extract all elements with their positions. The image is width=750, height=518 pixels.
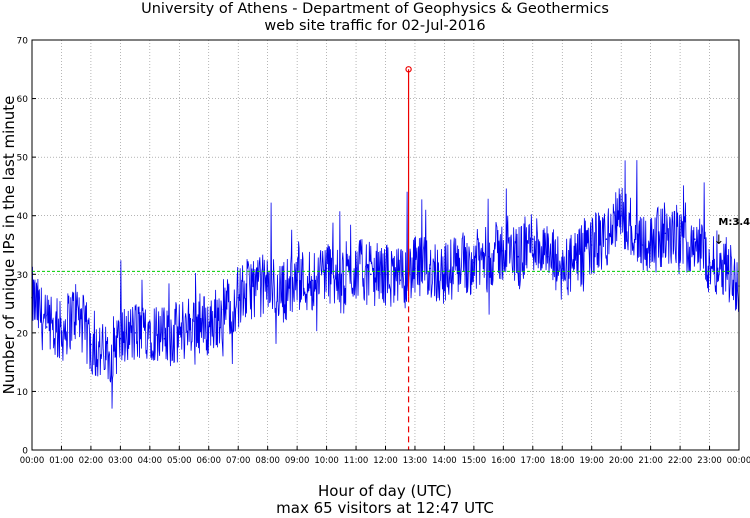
y-tick-label: 60 — [17, 95, 29, 105]
x-tick-label: 00:00 — [727, 456, 750, 466]
data-point — [60, 332, 63, 334]
x-tick-label: 01:00 — [49, 456, 74, 466]
y-tick-label: 70 — [17, 37, 29, 47]
data-point — [222, 308, 225, 311]
x-tick-label: 23:00 — [697, 456, 722, 466]
data-point — [296, 279, 298, 281]
chart-subtitle: web site traffic for 02-Jul-2016 — [264, 18, 486, 34]
data-point — [237, 296, 240, 299]
data-point — [193, 320, 195, 322]
data-point — [266, 285, 269, 287]
data-point — [694, 238, 696, 240]
data-point — [443, 273, 446, 276]
data-point — [473, 261, 475, 264]
data-point — [90, 343, 92, 346]
y-tick-label: 20 — [17, 329, 29, 339]
data-point — [502, 250, 505, 252]
x-tick-label: 17:00 — [521, 456, 546, 466]
x-tick-label: 19:00 — [579, 456, 604, 466]
data-point — [45, 326, 48, 328]
data-point — [428, 267, 431, 270]
x-tick-label: 18:00 — [550, 456, 575, 466]
y-axis: 0 10 20 30 40 50 60 70 — [17, 37, 36, 457]
data-point — [620, 214, 622, 217]
data-point — [252, 285, 254, 287]
x-tick-label: 15:00 — [462, 456, 487, 466]
x-tick-label: 02:00 — [79, 456, 104, 466]
x-tick-label: 05:00 — [167, 456, 192, 466]
x-tick-label: 11:00 — [344, 456, 369, 466]
x-tick-label: 10:00 — [314, 456, 339, 466]
data-point — [119, 337, 122, 340]
data-point — [708, 261, 711, 264]
y-tick-label: 40 — [17, 212, 29, 222]
x-tick-label: 16:00 — [491, 456, 516, 466]
data-point — [384, 273, 387, 276]
data-point — [149, 326, 151, 328]
data-point — [517, 255, 519, 258]
x-tick-label: 14:00 — [432, 456, 457, 466]
annotation-arrow: ↓ — [713, 233, 724, 248]
x-axis: 00:00 01:00 02:00 03:00 04:00 05:00 06:00 07:00… — [20, 446, 750, 466]
x-tick-label: 06:00 — [197, 456, 222, 466]
x-tick-label: 09:00 — [285, 456, 310, 466]
x-tick-label: 20:00 — [609, 456, 634, 466]
data-point — [281, 291, 284, 293]
data-point — [649, 244, 652, 246]
y-tick-label: 0 — [22, 447, 28, 457]
x-tick-label: 22:00 — [668, 456, 693, 466]
data-point — [134, 332, 136, 334]
x-tick-label: 00:00 — [20, 456, 45, 466]
series-points — [31, 214, 740, 358]
data-point — [369, 273, 372, 276]
data-point — [207, 326, 210, 328]
chart-title: University of Athens - Department of Geo… — [141, 1, 609, 17]
data-point — [325, 267, 328, 270]
data-point — [75, 308, 77, 311]
data-point — [399, 279, 402, 281]
x-tick-label: 07:00 — [226, 456, 251, 466]
data-point — [458, 261, 460, 264]
data-point — [723, 261, 726, 264]
data-point — [311, 279, 313, 281]
x-tick-label: 03:00 — [108, 456, 133, 466]
x-axis-label: Hour of day (UTC) — [318, 482, 452, 500]
x-tick-label: 12:00 — [373, 456, 398, 466]
max-summary: max 65 visitors at 12:47 UTC — [276, 499, 494, 517]
annotation-label: M:3.4 — [718, 217, 750, 228]
data-point — [664, 232, 667, 235]
y-tick-label: 30 — [17, 271, 29, 281]
data-point — [546, 255, 549, 258]
x-tick-label: 04:00 — [138, 456, 163, 466]
data-point — [679, 244, 681, 246]
data-point — [531, 238, 534, 240]
data-point — [104, 355, 107, 358]
data-point — [355, 267, 357, 270]
data-point — [178, 332, 181, 334]
y-tick-label: 10 — [17, 388, 29, 398]
data-point — [414, 267, 416, 270]
data-point — [605, 238, 608, 240]
data-point — [340, 285, 343, 287]
x-tick-label: 13:00 — [403, 456, 428, 466]
grid-horizontal — [32, 98, 739, 392]
data-point — [487, 255, 490, 258]
data-point — [635, 232, 637, 235]
data-point — [590, 244, 593, 246]
y-tick-label: 50 — [17, 154, 29, 164]
data-point — [576, 261, 578, 264]
y-axis-label: Number of unique IPs in the last minute — [0, 96, 18, 395]
x-tick-label: 21:00 — [638, 456, 663, 466]
x-tick-label: 08:00 — [255, 456, 280, 466]
data-point — [561, 267, 564, 270]
data-point — [163, 337, 166, 340]
max-marker-circle — [405, 66, 412, 73]
